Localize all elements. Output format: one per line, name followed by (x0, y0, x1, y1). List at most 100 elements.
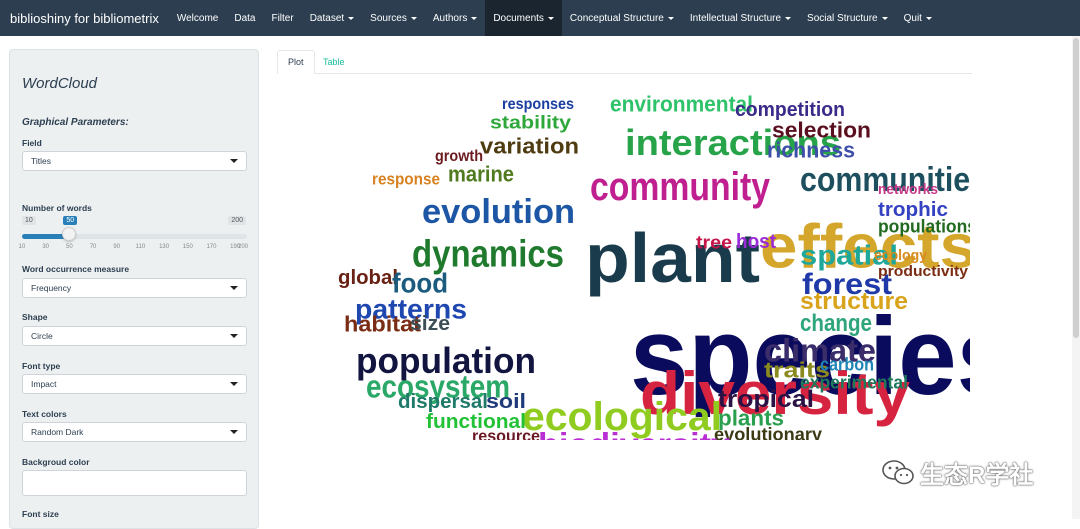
shape-select-value: Circle (31, 331, 53, 341)
num-words-slider-handle[interactable] (62, 227, 77, 241)
watermark-text: 生态R学社 (920, 462, 1034, 489)
tab-table[interactable]: Table (323, 57, 345, 67)
chevron-down-icon (230, 286, 238, 290)
occurrence-label: Word occurrence measure (22, 264, 130, 274)
sidebar-panel: WordCloud Graphical Parameters: Field Ti… (9, 49, 259, 529)
scrollbar-thumb[interactable] (1073, 38, 1079, 338)
slider-tick: 190 (230, 244, 241, 250)
wordcloud-word: responses (502, 96, 574, 113)
text-colors-select[interactable]: Random Dark (22, 422, 247, 442)
wordcloud-word: change (800, 310, 872, 337)
wordcloud-word: response (372, 170, 440, 189)
nav-item-label: Data (234, 12, 256, 24)
nav-item-welcome[interactable]: Welcome (169, 0, 227, 36)
wordcloud-word: variation (480, 134, 579, 159)
nav-item-dataset[interactable]: Dataset (302, 0, 362, 36)
tab-plot[interactable]: Plot (277, 50, 315, 74)
wordcloud-word: forest (802, 268, 892, 301)
occurrence-select[interactable]: Frequency (22, 278, 247, 298)
wordcloud-word: ecology (874, 247, 928, 264)
nav-item-social-structure[interactable]: Social Structure (799, 0, 896, 36)
field-select[interactable]: Titles (22, 151, 247, 171)
nav-item-documents[interactable]: Documents (485, 0, 562, 36)
wordcloud-word: evolutionary (714, 424, 822, 440)
wordcloud-word: species (630, 295, 970, 418)
wordcloud-word: community (590, 165, 771, 209)
caret-down-icon (547, 16, 554, 20)
wordcloud-word: global (338, 267, 398, 289)
page-scrollbar[interactable] (1072, 36, 1080, 519)
nav-item-label: Conceptual Structure (569, 12, 664, 24)
output-tabs: Plot Table (277, 50, 972, 74)
occurrence-select-value: Frequency (31, 283, 72, 293)
nav-item-filter[interactable]: Filter (263, 0, 301, 36)
wordcloud-word: marine (448, 162, 514, 187)
caret-down-icon (410, 16, 417, 20)
nav-item-intellectual-structure[interactable]: Intellectual Structure (682, 0, 799, 36)
field-select-value: Titles (31, 156, 51, 166)
wordcloud-word: diversity (640, 360, 911, 427)
nav-menu: Welcome Data Filter Dataset Sources Authors Do… (169, 0, 940, 36)
num-words-label: Number of words (22, 203, 92, 213)
wordcloud-word: trophic (878, 199, 948, 221)
wordcloud-word: habitat (344, 312, 422, 337)
panel-title: WordCloud (22, 75, 98, 92)
slider-max-label: 200 (228, 216, 246, 225)
nav-item-sources[interactable]: Sources (362, 0, 425, 36)
wordcloud-word: dynamics (412, 233, 564, 275)
font-type-label: Font type (22, 361, 61, 371)
slider-tick: 30 (42, 244, 50, 250)
wordcloud-word: functional (426, 411, 526, 433)
slider-tick: 90 (113, 244, 121, 250)
wordcloud-word: stability (490, 112, 571, 132)
nav-item-label: Intellectual Structure (689, 12, 782, 24)
wordcloud-word: ecosystem (366, 369, 510, 405)
chevron-down-icon (230, 159, 238, 163)
nav-item-label: Sources (370, 12, 407, 24)
wordcloud-word: food (392, 267, 448, 298)
wordcloud-word: productivity (878, 263, 969, 280)
wordcloud-word: networks (878, 181, 938, 198)
wordcloud-word: evolution (422, 193, 575, 231)
wordcloud-word: carbon (820, 354, 874, 374)
nav-item-label: Documents (493, 12, 544, 24)
font-type-select[interactable]: Impact (22, 374, 247, 394)
field-label: Field (22, 138, 42, 148)
chevron-down-icon (230, 382, 238, 386)
wordcloud-word: soil (486, 391, 526, 413)
wordcloud-word: host (736, 231, 776, 253)
wordcloud-word: growth (435, 148, 483, 165)
nav-item-data[interactable]: Data (226, 0, 263, 36)
nav-item-quit[interactable]: Quit (896, 0, 940, 36)
wordcloud-word: environmental (610, 92, 753, 117)
bg-color-input[interactable] (22, 470, 247, 496)
num-words-slider-track[interactable] (22, 234, 247, 239)
wordcloud-word: structure (800, 288, 908, 315)
caret-down-icon (925, 16, 932, 20)
wordcloud-word: plants (718, 406, 784, 431)
wordcloud-word: tropical (718, 386, 814, 413)
text-colors-label: Text colors (22, 409, 67, 419)
wordcloud-word: patterns (355, 293, 467, 324)
nav-item-conceptual-structure[interactable]: Conceptual Structure (562, 0, 682, 36)
nav-item-label: Filter (271, 12, 294, 24)
caret-down-icon (785, 16, 792, 20)
caret-down-icon (348, 16, 355, 20)
wordcloud-word: traits (764, 358, 830, 383)
wordcloud-word: communities (800, 161, 970, 199)
app-brand[interactable]: biblioshiny for bibliometrix (10, 10, 159, 26)
slider-tick: 50 (66, 244, 73, 250)
slider-value-label: 50 (63, 216, 78, 225)
wordcloud-word: size (410, 313, 450, 335)
wordcloud-word: ecological (522, 395, 722, 439)
slider-tick: 170 (206, 244, 217, 250)
shape-select[interactable]: Circle (22, 326, 247, 346)
wordcloud-word: climate (764, 333, 876, 369)
wordcloud-word: populations (878, 216, 970, 236)
nav-item-label: Social Structure (807, 12, 878, 24)
caret-down-icon (471, 16, 478, 20)
nav-item-label: Welcome (176, 12, 219, 24)
font-size-label: Font size (22, 509, 59, 519)
nav-item-authors[interactable]: Authors (425, 0, 485, 36)
chevron-down-icon (230, 430, 238, 434)
